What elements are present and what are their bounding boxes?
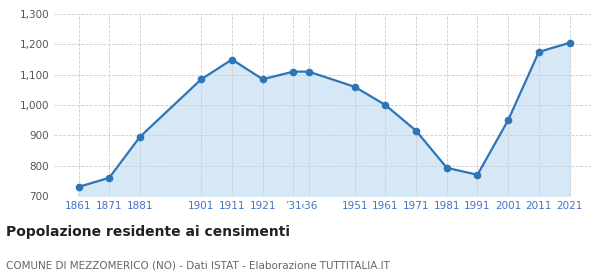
Text: COMUNE DI MEZZOMERICO (NO) - Dati ISTAT - Elaborazione TUTTITALIA.IT: COMUNE DI MEZZOMERICO (NO) - Dati ISTAT …	[6, 260, 390, 270]
Text: Popolazione residente ai censimenti: Popolazione residente ai censimenti	[6, 225, 290, 239]
